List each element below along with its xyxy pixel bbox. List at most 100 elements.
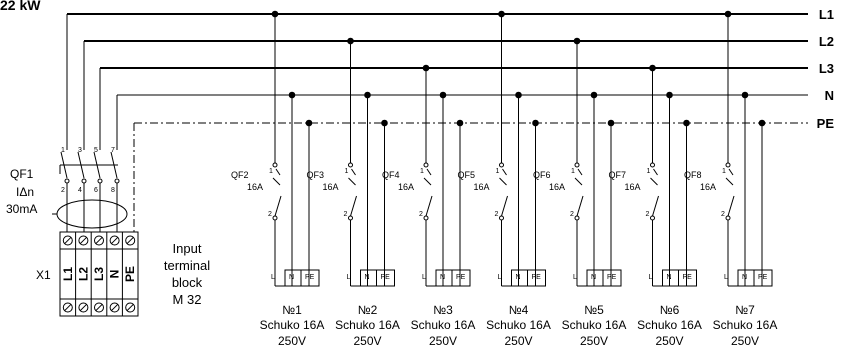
outlet-breaker-rating: 16A	[398, 182, 414, 192]
terminal-screw-slot	[111, 236, 119, 245]
outlet-breaker-rating: 16A	[323, 182, 339, 192]
terminal-label-l2: L2	[76, 267, 90, 281]
outlet-breaker-name: QF6	[533, 170, 551, 180]
bus-junction-n	[741, 91, 749, 99]
bus-label-pe: PE	[817, 116, 835, 131]
outlet-pin-top: 1	[571, 168, 575, 175]
bus-junction-pe	[456, 119, 464, 127]
terminal-block-caption-line: terminal	[164, 258, 210, 273]
bus-junction-pe	[683, 119, 690, 127]
bus-junction-l2	[347, 37, 354, 45]
outlet-terminal-pe: PE	[381, 274, 391, 281]
outlet-breaker-tick	[272, 177, 281, 186]
terminal-label-l3: L3	[92, 267, 106, 281]
qf1-bottom-pin: 2	[61, 187, 65, 194]
outlet-number: №4	[509, 303, 529, 317]
terminal-label-pe: PE	[123, 266, 137, 282]
outlet-breaker-terminal-top	[574, 162, 580, 168]
outlet-breaker-terminal-bottom	[574, 215, 580, 221]
outlet-breaker-blade	[727, 195, 735, 217]
outlet-terminal-l: L	[347, 274, 351, 281]
outlet-terminal-pe: PE	[683, 274, 693, 281]
terminal-screw	[62, 235, 73, 246]
outlet-breaker-name: QF4	[382, 170, 400, 180]
qf1-top-pin: 1	[61, 147, 65, 154]
outlet-terminal-n: N	[289, 274, 294, 281]
terminal-screw	[62, 302, 73, 313]
outlet-voltage: 250V	[504, 334, 532, 348]
outlet-number: №1	[282, 303, 302, 317]
qf1-rating: IΔn	[16, 185, 34, 199]
outlet-breaker-terminal-top	[348, 162, 353, 168]
outlet-type: Schuko 16A	[637, 318, 702, 332]
outlet-breaker-name: QF8	[684, 170, 702, 180]
terminal-label-l1: L1	[61, 267, 75, 281]
diagram-title: 22 kW	[0, 0, 41, 13]
outlet-terminal-l: L	[573, 274, 577, 281]
outlet-terminal-pe: PE	[532, 274, 542, 281]
outlet-breaker-terminal-top	[499, 162, 504, 168]
outlet-breaker-mark	[426, 168, 432, 176]
outlet-number: №3	[433, 303, 453, 317]
outlet-breaker-name: QF5	[458, 170, 476, 180]
main-breaker-group: 1 2 3 4 5 6 7 8 QF1 IΔn 30mA	[6, 14, 135, 232]
qf1-terminal	[81, 178, 87, 184]
outlet-circuits: L N PE QF2 16A 1 2 №1 Schuko 16A 250V L N PE QF3 16A 1 2…	[231, 10, 777, 348]
outlet-type: Schuko 16A	[562, 318, 627, 332]
bus-junction-n	[288, 91, 296, 99]
bus-junction-n	[364, 91, 371, 99]
terminal-label-n: N	[108, 270, 122, 279]
outlet-type: Schuko 16A	[335, 318, 400, 332]
outlet-breaker-name: QF2	[231, 170, 249, 180]
terminal-screw	[78, 302, 89, 313]
outlet-voltage: 250V	[731, 334, 759, 348]
outlet-terminal-pe: PE	[607, 274, 617, 281]
qf1-current: 30mA	[6, 202, 37, 216]
terminal-screw-slot	[64, 236, 72, 245]
outlet-pin-bottom: 2	[646, 211, 650, 218]
bus-junction-n	[666, 91, 673, 99]
outlet-breaker-terminal-bottom	[423, 215, 429, 221]
bus-junction-l2	[573, 37, 581, 45]
outlet-pin-top: 1	[496, 168, 500, 175]
outlet-pin-top: 1	[345, 168, 349, 175]
outlet-breaker-blade	[501, 195, 508, 217]
outlet-terminal-n: N	[440, 274, 445, 281]
outlet-number: №2	[358, 303, 378, 317]
outlet-breaker-terminal-top	[423, 162, 429, 168]
terminal-block-caption-line: M 32	[173, 292, 202, 307]
outlet-terminal-l: L	[271, 274, 275, 281]
qf1-terminal	[64, 178, 70, 184]
outlet-breaker-blade	[350, 195, 357, 217]
outlet-breaker-blade	[576, 195, 584, 217]
bus-label-l2: L2	[819, 34, 834, 49]
outlet-breaker-terminal-bottom	[499, 215, 504, 221]
outlet-breaker-rating: 16A	[700, 182, 716, 192]
outlet-terminal-l: L	[649, 274, 653, 281]
outlet-terminal-n: N	[516, 274, 521, 281]
outlet-breaker-tick	[650, 177, 658, 186]
outlet-breaker-tick	[574, 177, 583, 186]
outlet-voltage: 250V	[278, 334, 306, 348]
outlet-breaker-name: QF3	[307, 170, 325, 180]
outlet-breaker-blade	[425, 195, 433, 217]
outlet-pin-bottom: 2	[419, 211, 423, 218]
bus-junction-n	[515, 91, 522, 99]
terminal-screw	[109, 302, 120, 313]
outlet-breaker-tick	[348, 177, 356, 186]
bus-junction-pe	[607, 119, 615, 127]
terminal-screw-slot	[126, 236, 134, 245]
outlet-terminal-l: L	[498, 274, 502, 281]
qf1-terminal	[114, 178, 120, 184]
outlet-breaker-terminal-top	[725, 162, 731, 168]
bus-junction-l1	[724, 10, 732, 18]
terminal-screw	[125, 302, 136, 313]
outlet-number: №7	[735, 303, 755, 317]
qf1-terminal	[97, 178, 103, 184]
terminal-screw-slot	[95, 303, 103, 312]
